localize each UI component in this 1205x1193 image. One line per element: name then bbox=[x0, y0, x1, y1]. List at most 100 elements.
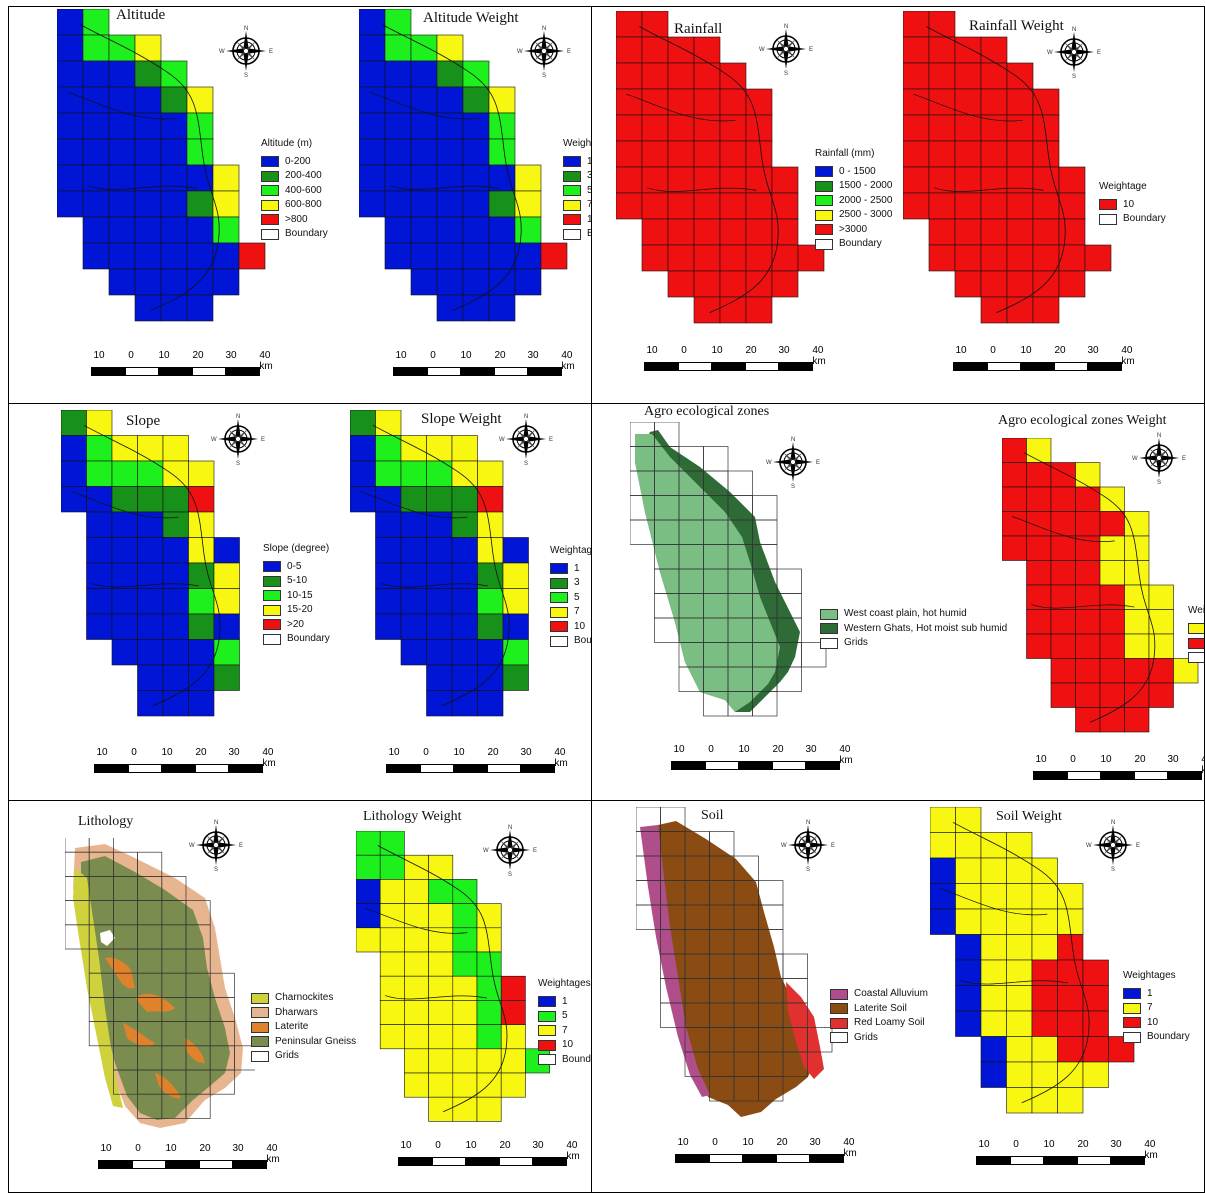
slope-legend: Slope (degree) 0-5 5-10 10-15 15-20 >20 Bounda… bbox=[263, 542, 330, 647]
grid-cell bbox=[1031, 883, 1058, 910]
scale-label: 30 bbox=[232, 1143, 244, 1154]
legend-item: 0-200 bbox=[261, 155, 328, 170]
scale-label: 30 bbox=[805, 744, 817, 755]
grid-cell bbox=[488, 268, 516, 296]
scale-label: 30 bbox=[532, 1140, 544, 1151]
grid-cell bbox=[667, 192, 695, 220]
grid-cell bbox=[137, 639, 164, 666]
legend-item: 1500 - 2000 bbox=[815, 179, 892, 194]
grid-cell bbox=[1031, 1036, 1058, 1063]
grid-cell bbox=[502, 613, 529, 640]
grid-cell bbox=[404, 927, 429, 953]
grid-cell bbox=[410, 34, 438, 62]
grid-cell bbox=[82, 112, 110, 140]
grid-cell bbox=[476, 1096, 502, 1122]
grid-cell bbox=[502, 639, 529, 666]
grid-cell bbox=[160, 190, 188, 218]
grid-cell bbox=[954, 88, 982, 116]
grid-cell bbox=[350, 410, 376, 436]
grid-cell bbox=[930, 883, 956, 910]
panel-soil: Soil Soil Weight N S E W N S E W Coastal Alluv… bbox=[591, 800, 1205, 1193]
grid-cell bbox=[404, 1072, 429, 1098]
grid-cell bbox=[776, 666, 802, 692]
legend-item: 7 bbox=[1123, 1001, 1190, 1016]
grid-cell bbox=[452, 1024, 478, 1050]
grid-cell bbox=[1006, 934, 1033, 961]
grid-cell bbox=[137, 664, 164, 691]
legend-item: Grids bbox=[820, 636, 1007, 651]
legend-item: 10 bbox=[563, 213, 591, 228]
grid-cell bbox=[134, 242, 162, 270]
grid-cell bbox=[426, 537, 453, 564]
legend-label: Grids bbox=[275, 1050, 299, 1061]
scale-segment bbox=[1134, 772, 1169, 779]
grid-cell bbox=[719, 244, 747, 272]
grid-cell bbox=[436, 34, 464, 62]
grid-cell bbox=[745, 88, 773, 116]
scale-segment bbox=[1168, 772, 1201, 779]
scale-segment bbox=[1010, 1157, 1045, 1164]
grid-cell bbox=[1006, 1061, 1033, 1088]
grid-cell bbox=[1124, 658, 1150, 684]
grid-cell bbox=[137, 537, 164, 564]
grid-cell bbox=[928, 192, 956, 220]
grid-cell bbox=[410, 112, 438, 140]
compass-e-label: E bbox=[816, 460, 820, 466]
grid-cell bbox=[641, 114, 669, 142]
legend-label: Red Loamy Soil bbox=[854, 1017, 925, 1028]
scale-segment bbox=[226, 368, 259, 375]
grid-cell bbox=[57, 9, 84, 36]
grid-cell bbox=[86, 537, 113, 564]
scale-label: 40 km bbox=[554, 747, 568, 769]
grid-cell bbox=[693, 296, 721, 324]
compass-e-label: E bbox=[549, 437, 553, 443]
grid-cell bbox=[1057, 959, 1084, 986]
grid-cell bbox=[719, 140, 747, 168]
grid-cell bbox=[1032, 296, 1060, 324]
compass-n-label: N bbox=[1072, 27, 1076, 33]
grid-cell bbox=[359, 34, 386, 62]
scale-label: 10 bbox=[1100, 754, 1112, 765]
scale-segment bbox=[1054, 363, 1089, 370]
grid-cell bbox=[719, 192, 747, 220]
grid-cell bbox=[452, 879, 478, 904]
rainfall-legend: Rainfall (mm) 0 - 1500 1500 - 2000 2000 - 2… bbox=[815, 147, 892, 252]
legend-swatch bbox=[550, 635, 568, 647]
grid-cell bbox=[436, 86, 464, 114]
grid-cell bbox=[954, 114, 982, 142]
grid-cell bbox=[86, 588, 113, 615]
grid-cell bbox=[719, 114, 747, 142]
grid-cell bbox=[727, 470, 753, 496]
grid-cell bbox=[82, 138, 110, 166]
legend-label: 1 bbox=[574, 562, 580, 574]
altitude-weight-title: Altitude Weight bbox=[423, 10, 519, 26]
grid-cell bbox=[776, 568, 802, 594]
compass-rose-graphic: N S E W bbox=[189, 820, 243, 873]
district-boundary-line bbox=[913, 93, 1044, 192]
grid-cell bbox=[1050, 535, 1076, 561]
grid-cell bbox=[162, 613, 189, 640]
slope-grid-map bbox=[61, 410, 240, 717]
grid-cell bbox=[641, 88, 669, 116]
scale-segment bbox=[739, 762, 773, 769]
scale-bar-segments bbox=[953, 362, 1122, 371]
grid-cell bbox=[186, 294, 214, 322]
scale-bar-segments bbox=[386, 764, 555, 773]
grid-cell bbox=[160, 112, 188, 140]
legend-item: 15-20 bbox=[263, 603, 330, 618]
legend-label: 1 bbox=[587, 155, 591, 170]
grid-cell bbox=[980, 244, 1008, 272]
compass-rose-icon: N S E W bbox=[499, 412, 553, 467]
scale-label: 10 bbox=[165, 1143, 177, 1154]
legend-label: 0 - 1500 bbox=[839, 165, 876, 177]
scale-segment bbox=[95, 765, 129, 772]
grid-cell bbox=[404, 854, 429, 880]
scale-label: 30 bbox=[1110, 1139, 1122, 1150]
compass-e-label: E bbox=[269, 49, 273, 55]
grid-cell bbox=[1058, 166, 1086, 194]
legend-swatch bbox=[261, 228, 279, 240]
legend-swatch bbox=[830, 988, 848, 1000]
legend-item: Boundary bbox=[1188, 651, 1204, 666]
grid-cell bbox=[1006, 192, 1034, 220]
grid-cell bbox=[428, 903, 454, 929]
